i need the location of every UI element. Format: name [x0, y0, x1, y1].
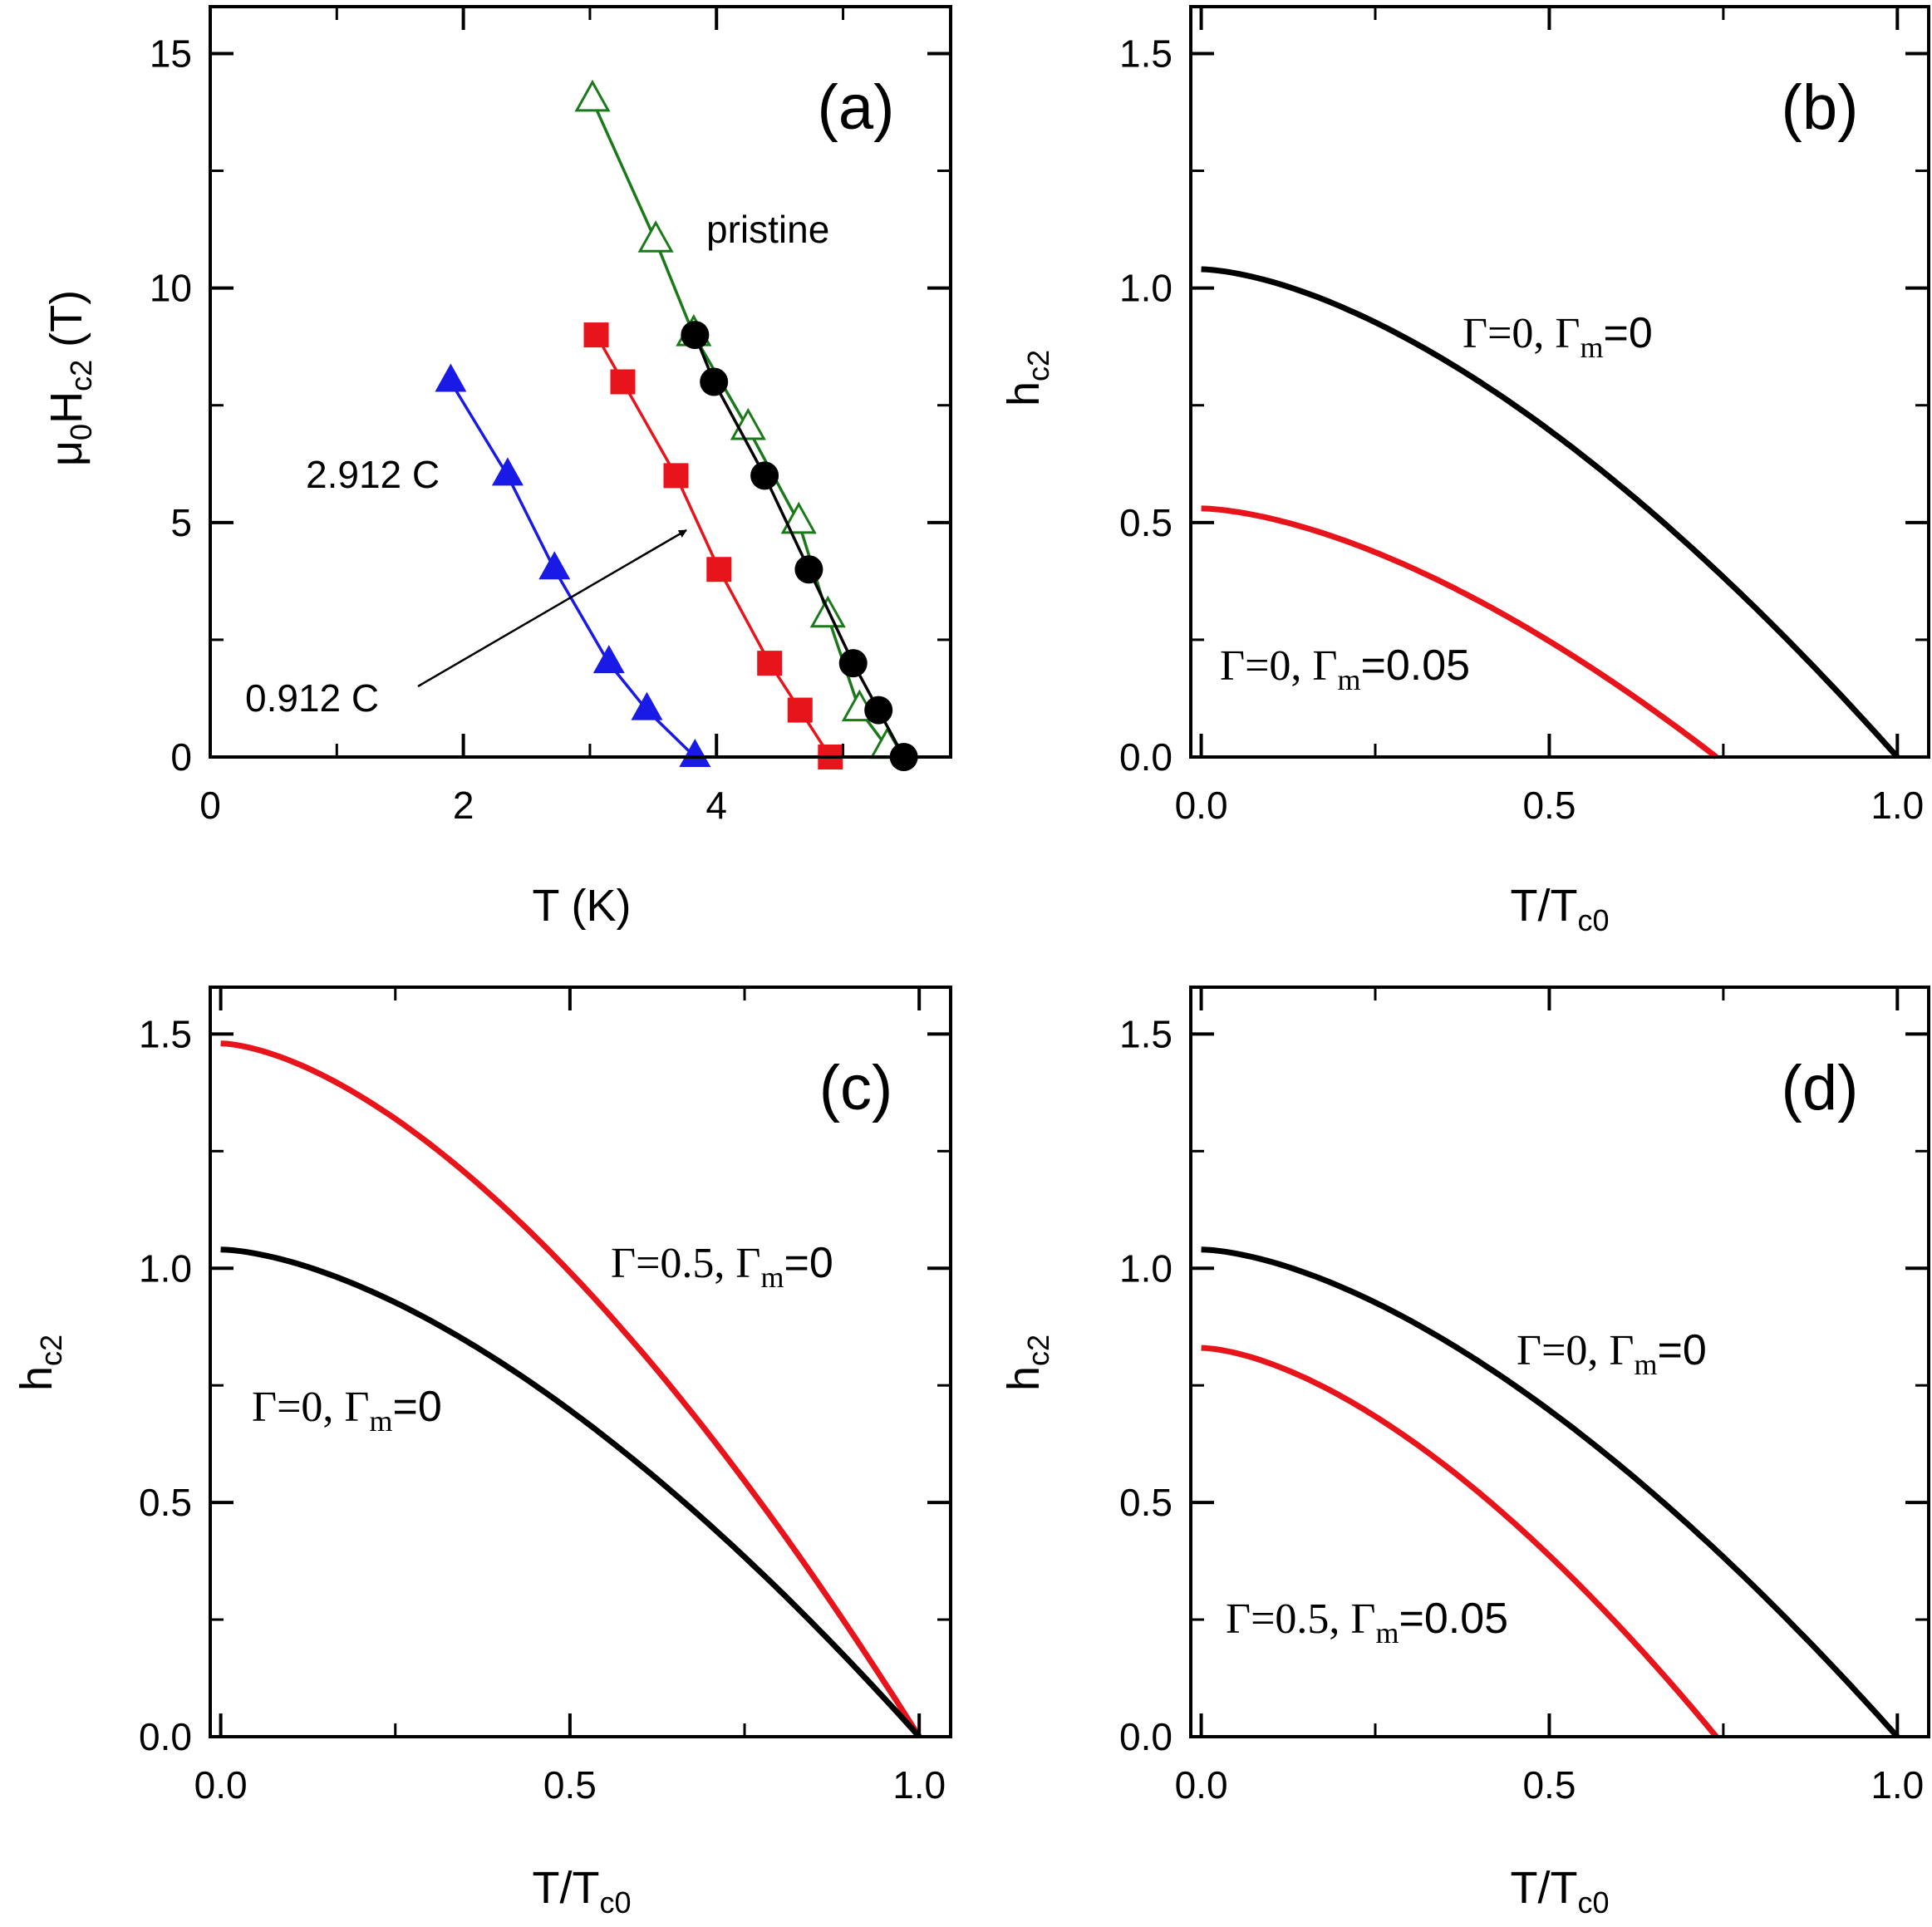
data-point: [610, 369, 636, 395]
panel-b-curve-label-red: Γ=0, Γm=0.05: [1220, 642, 1470, 696]
annotation-2912c: 2.912 C: [306, 453, 440, 496]
panel-c-x-axis-title: T/Tc0: [532, 1863, 631, 1920]
data-point: [706, 557, 732, 583]
x-tick-label: 0.5: [543, 1763, 597, 1807]
x-tick-label: 2: [453, 784, 474, 827]
y-tick-label: 0.5: [1119, 1481, 1172, 1524]
panel-c-curve-label-red: Γ=0.5, Γm=0: [611, 1239, 833, 1294]
panel-a-y-axis-title: μ0Hc2 (T): [42, 290, 98, 466]
data-point: [838, 649, 868, 678]
y-tick-label: 0.0: [1119, 735, 1172, 779]
data-point: [757, 651, 783, 676]
y-tick-label: 1.5: [1119, 32, 1172, 75]
panel-b-series: [1201, 266, 1900, 759]
panel-c-label: (c): [819, 1053, 893, 1123]
panel-d-plot-frame: [1189, 986, 1930, 1738]
panel-b: 0.0 0.5 1.0 0.0 0.5 1.0 1.5 (b) Γ=0, Γm=0 Γ=0,…: [999, 5, 1930, 937]
data-point: [700, 367, 729, 396]
panel-a-series: [435, 79, 918, 771]
panel-c-series: [220, 1040, 922, 1739]
panel-c-y-axis-title: hc2: [12, 1335, 68, 1391]
x-tick-label: 0.5: [1522, 784, 1576, 827]
series-line: [693, 334, 906, 758]
panel-b-label: (b): [1782, 72, 1859, 143]
panel-c: 0.0 0.5 1.0 0.0 0.5 1.0 1.5 (c) Γ=0.5, Γm=0 Γ=…: [12, 986, 952, 1920]
data-point: [780, 501, 817, 534]
series-curve: [220, 1246, 922, 1739]
data-point: [787, 697, 813, 723]
panel-a: 0 2 4 0 5 10 15 (a) pristine 2.912 C 0.912 C T…: [42, 5, 952, 931]
data-point: [681, 321, 710, 350]
series-curve: [1201, 266, 1900, 759]
y-tick-label: 0.0: [139, 1715, 192, 1758]
data-point: [583, 322, 609, 348]
data-point: [538, 551, 571, 580]
data-point: [679, 739, 711, 767]
x-tick-label: 4: [705, 784, 727, 827]
series-curve: [1201, 1246, 1900, 1739]
x-tick-label: 1.0: [1871, 1763, 1924, 1807]
data-point: [592, 645, 625, 674]
data-point: [574, 79, 611, 112]
annotation-pristine: pristine: [706, 208, 829, 251]
series-line: [595, 334, 832, 758]
data-point: [435, 363, 467, 392]
panel-c-ticks: 0.0 0.5 1.0 0.0 0.5 1.0 1.5: [139, 987, 951, 1807]
y-tick-label: 1.0: [139, 1246, 192, 1290]
panel-d-y-axis-title: hc2: [999, 1335, 1055, 1391]
panel-b-plot-frame: [1189, 5, 1930, 759]
series-curve: [220, 1040, 922, 1738]
y-tick-label: 1.5: [139, 1012, 192, 1055]
y-tick-label: 10: [150, 267, 192, 310]
panel-a-plot-frame: [209, 5, 952, 759]
x-tick-label: 0.0: [1175, 784, 1228, 827]
y-tick-label: 1.0: [1119, 1246, 1172, 1290]
panel-b-x-axis-title: T/Tc0: [1510, 881, 1609, 937]
y-tick-label: 15: [150, 32, 192, 75]
panel-a-x-axis-title: T (K): [533, 881, 632, 931]
y-tick-label: 5: [170, 501, 192, 544]
panel-b-curve-label-black: Γ=0, Γm=0: [1463, 309, 1653, 364]
panel-c-plot-frame: [209, 986, 952, 1738]
panel-b-y-axis-title: hc2: [999, 350, 1055, 406]
data-point: [750, 461, 779, 490]
panel-d: 0.0 0.5 1.0 0.0 0.5 1.0 1.5 (d) Γ=0, Γm=0 Γ=0.…: [999, 986, 1930, 1920]
data-point: [631, 691, 663, 720]
data-point: [864, 696, 893, 725]
data-point: [491, 457, 524, 486]
series-curve: [1201, 505, 1718, 759]
y-tick-label: 0.5: [139, 1481, 192, 1524]
panel-b-ticks: 0.0 0.5 1.0 0.0 0.5 1.0 1.5: [1119, 7, 1929, 827]
data-point: [794, 555, 823, 584]
series-curve: [1201, 1344, 1719, 1739]
annotation-0912c: 0.912 C: [245, 676, 379, 720]
x-tick-label: 0.0: [194, 1763, 248, 1807]
panel-d-x-axis-title: T/Tc0: [1510, 1863, 1609, 1920]
panel-d-label: (d): [1782, 1053, 1859, 1123]
y-tick-label: 0: [170, 735, 192, 779]
panel-d-ticks: 0.0 0.5 1.0 0.0 0.5 1.0 1.5: [1119, 987, 1929, 1807]
y-tick-label: 0.0: [1119, 1715, 1172, 1758]
panel-d-series: [1201, 1246, 1900, 1739]
y-tick-label: 1.5: [1119, 1012, 1172, 1055]
data-point: [663, 463, 689, 489]
x-tick-label: 0.0: [1175, 1763, 1228, 1807]
x-tick-label: 1.0: [892, 1763, 946, 1807]
y-tick-label: 1.0: [1119, 267, 1172, 310]
x-tick-label: 0: [199, 784, 221, 827]
panel-a-label: (a): [818, 72, 895, 143]
panel-d-curve-label-red: Γ=0.5, Γm=0.05: [1226, 1595, 1508, 1649]
x-tick-label: 1.0: [1871, 784, 1924, 827]
panel-c-curve-label-black: Γ=0, Γm=0: [252, 1383, 442, 1438]
annotation-arrow: [417, 528, 687, 688]
data-point: [637, 220, 674, 253]
y-tick-label: 0.5: [1119, 501, 1172, 544]
panel-d-curve-label-black: Γ=0, Γm=0: [1517, 1326, 1707, 1381]
series-line: [449, 381, 696, 759]
x-tick-label: 0.5: [1522, 1763, 1576, 1807]
